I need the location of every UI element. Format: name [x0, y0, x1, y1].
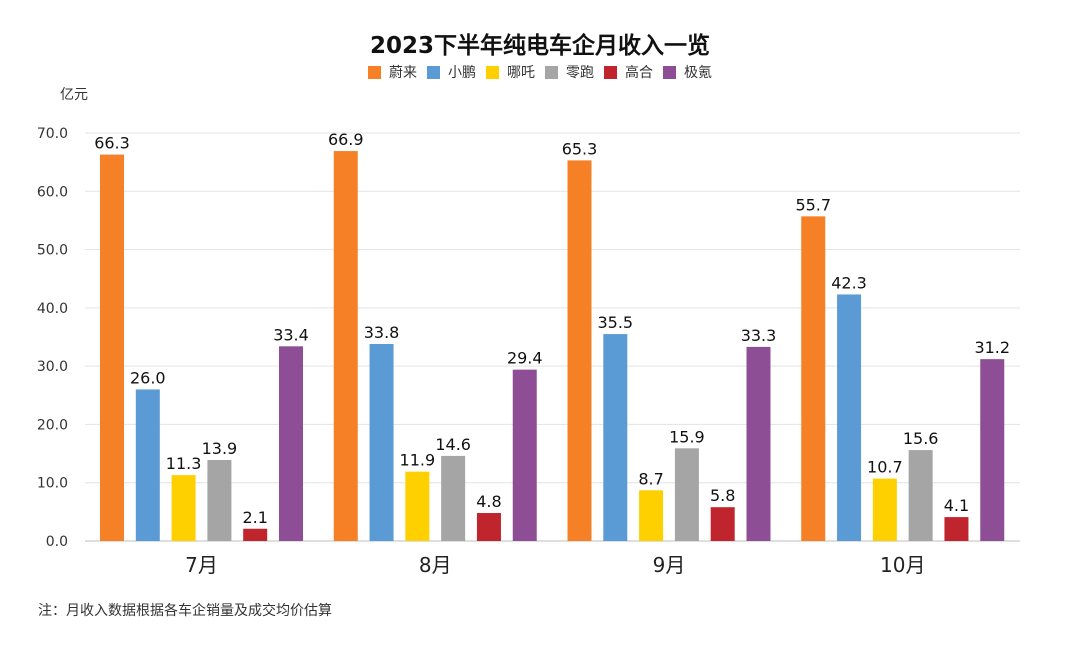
data-label: 14.6	[435, 435, 471, 454]
y-axis-label: 亿元	[60, 87, 88, 103]
data-label: 4.1	[944, 496, 969, 515]
bar	[908, 450, 933, 541]
data-label: 8.7	[638, 469, 663, 488]
bar	[639, 490, 664, 541]
legend-item: 蔚来	[368, 62, 417, 82]
data-label: 33.3	[741, 326, 777, 345]
data-label: 33.8	[364, 323, 400, 342]
data-label: 65.3	[562, 139, 598, 158]
data-label: 4.8	[476, 492, 501, 511]
data-label: 33.4	[273, 325, 309, 344]
data-label: 31.2	[974, 338, 1010, 357]
chart-title: 2023下半年纯电车企月收入一览	[369, 33, 710, 59]
y-tick-label: 0.0	[46, 534, 68, 550]
legend-label: 蔚来	[389, 65, 417, 81]
legend-item: 零跑	[545, 62, 594, 82]
legend: 蔚来 小鹏 哪吒 零跑 高合 极氪	[0, 62, 1080, 83]
data-label: 55.7	[795, 195, 831, 214]
x-tick-label: 7月	[185, 553, 218, 577]
legend-swatch	[545, 65, 558, 79]
legend-label: 哪吒	[507, 65, 535, 81]
bar	[279, 346, 303, 541]
bar	[333, 151, 358, 541]
x-tick-label: 9月	[653, 553, 686, 577]
bar	[980, 359, 1005, 541]
bar	[710, 507, 735, 541]
legend-swatch	[604, 65, 617, 79]
bar	[512, 369, 537, 541]
data-label: 15.9	[669, 427, 705, 446]
y-tick-label: 30.0	[37, 359, 68, 375]
data-label: 2.1	[242, 508, 267, 527]
bar	[567, 160, 592, 541]
bar	[674, 448, 699, 541]
bar	[441, 455, 466, 541]
y-tick-label: 50.0	[37, 243, 68, 259]
legend-swatch	[368, 65, 381, 79]
data-label: 11.9	[400, 451, 436, 470]
legend-label: 高合	[625, 65, 653, 81]
y-tick-label: 40.0	[37, 301, 68, 317]
bar	[944, 517, 969, 541]
y-tick-label: 10.0	[37, 476, 68, 492]
bar	[837, 294, 862, 541]
data-label: 11.3	[166, 454, 202, 473]
footnote: 注：月收入数据根据各车企销量及成交均价估算	[38, 603, 332, 619]
y-tick-label: 70.0	[37, 126, 68, 142]
data-label: 35.5	[597, 313, 633, 332]
legend-label: 极氪	[684, 65, 712, 81]
legend-item: 极氪	[663, 62, 712, 82]
bar	[171, 475, 196, 541]
data-label: 26.0	[130, 368, 166, 387]
y-tick-label: 20.0	[37, 417, 68, 433]
data-label: 5.8	[710, 486, 735, 505]
y-tick-label: 60.0	[37, 184, 68, 200]
data-label: 66.9	[328, 130, 364, 149]
data-label: 66.3	[94, 134, 130, 153]
legend-item: 高合	[604, 62, 653, 82]
data-label: 10.7	[867, 458, 903, 477]
bar	[135, 389, 160, 541]
legend-swatch	[663, 65, 676, 79]
bar	[746, 346, 771, 541]
bar	[801, 216, 826, 541]
bar	[603, 334, 628, 541]
x-tick-label: 10月	[880, 553, 925, 577]
bar	[476, 513, 501, 541]
legend-label: 小鹏	[448, 65, 476, 81]
bar	[243, 528, 268, 541]
data-label: 13.9	[202, 439, 238, 458]
legend-item: 小鹏	[427, 62, 476, 82]
data-label: 42.3	[831, 273, 867, 292]
legend-label: 零跑	[566, 65, 594, 81]
data-label: 29.4	[507, 349, 543, 368]
x-tick-label: 8月	[419, 553, 452, 577]
bar	[207, 459, 232, 541]
legend-item: 哪吒	[486, 62, 535, 82]
legend-swatch	[427, 65, 440, 79]
legend-swatch	[486, 65, 499, 79]
bar	[872, 478, 897, 541]
data-label: 15.6	[903, 429, 939, 448]
bar	[369, 343, 394, 541]
bar	[100, 154, 124, 541]
bar	[405, 471, 430, 541]
